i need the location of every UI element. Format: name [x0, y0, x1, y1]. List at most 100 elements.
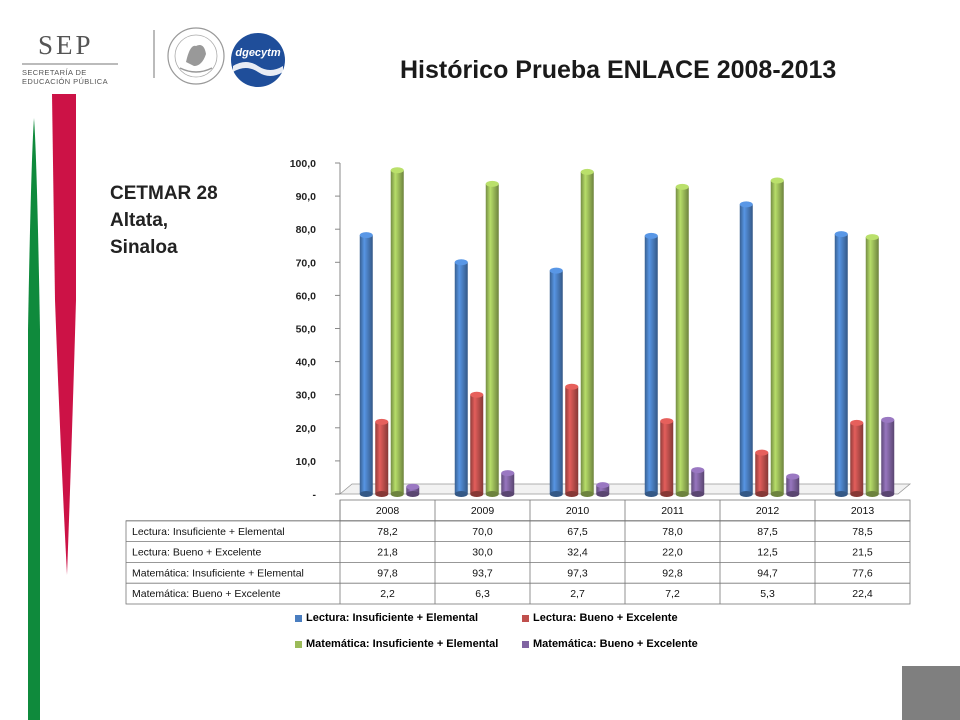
bar [834, 234, 848, 495]
y-tick-label: 90,0 [296, 191, 317, 203]
bar-base [470, 491, 484, 497]
table-value: 70,0 [472, 526, 493, 538]
bar-base [580, 491, 594, 497]
table-value: 94,7 [757, 567, 778, 579]
bar [881, 419, 895, 494]
red-stripe [52, 94, 76, 575]
bar [755, 452, 769, 494]
bar-base [644, 491, 658, 497]
x-category-label: 2009 [471, 505, 495, 517]
bar-base [786, 491, 800, 497]
bar-base [565, 491, 579, 497]
bar-base [501, 491, 515, 497]
bar-base [755, 491, 769, 497]
bar-base [770, 491, 784, 497]
bar [850, 422, 864, 494]
table-value: 2,7 [570, 588, 585, 600]
legend-item-matematica-insuficiente: Matemática: Insuficiente + Elemental [295, 638, 498, 650]
sep-logo-divider [22, 63, 118, 65]
bar [865, 237, 879, 495]
legend-item-lectura-insuficiente: Lectura: Insuficiente + Elemental [295, 612, 478, 624]
bar-top [454, 259, 468, 266]
bar-top [865, 234, 879, 241]
table-value: 78,2 [377, 526, 398, 538]
bar-base [375, 491, 389, 497]
bar-top [390, 167, 404, 174]
bar [596, 485, 610, 494]
chart-floor [338, 483, 912, 495]
table-value: 77,6 [852, 567, 873, 579]
sep-logo-subtitle-2: EDUCACIÓN PÚBLICA [22, 77, 108, 86]
table-value: 30,0 [472, 547, 493, 559]
bar-top [485, 180, 499, 187]
table-value: 22,0 [662, 547, 683, 559]
bar-base [850, 491, 864, 497]
bar-top [549, 267, 563, 274]
bar-top [850, 419, 864, 426]
bar-base [834, 491, 848, 497]
legend-label: Matemática: Insuficiente + Elemental [306, 638, 499, 650]
bar-top [565, 383, 579, 390]
sep-logo-subtitle-1: SECRETARÍA DE [22, 68, 87, 77]
table-value: 67,5 [567, 526, 588, 538]
x-category-label: 2011 [661, 505, 684, 517]
green-stripe [28, 118, 40, 720]
bar-base [359, 491, 373, 497]
bar-base [406, 491, 420, 497]
bar-base [390, 491, 404, 497]
table-value: 32,4 [567, 547, 588, 559]
bar [470, 394, 484, 494]
sep-logo-text: SEP [38, 30, 94, 60]
bar-top [501, 470, 515, 477]
table-value: 97,8 [377, 567, 398, 579]
bar [739, 204, 753, 494]
header-logos: dgecytm [153, 27, 285, 87]
bar [375, 421, 389, 494]
bar-base [881, 491, 895, 497]
bar [549, 270, 563, 494]
bar [660, 421, 674, 494]
table-value: 92,8 [662, 567, 683, 579]
table-value: 78,5 [852, 526, 873, 538]
sep-logo: SEP SECRETARÍA DE EDUCACIÓN PÚBLICA [22, 30, 122, 86]
bar-top [644, 232, 658, 239]
bar [501, 473, 515, 494]
bar-base [675, 491, 689, 497]
mexico-seal-icon [167, 27, 225, 85]
table-row-label: Lectura: Bueno + Excelente [132, 547, 261, 559]
x-category-label: 2013 [851, 505, 875, 517]
bar-top [470, 391, 484, 398]
legend-item-lectura-bueno: Lectura: Bueno + Excelente [522, 612, 678, 624]
x-category-label: 2008 [376, 505, 400, 517]
school-label-line-3: Sinaloa [110, 237, 178, 258]
corner-block [902, 666, 960, 720]
bar-top [881, 416, 895, 423]
bar [406, 486, 420, 494]
table-value: 22,4 [852, 588, 873, 600]
table-value: 93,7 [472, 567, 493, 579]
bar-top [359, 232, 373, 239]
y-tick-label: 40,0 [296, 357, 317, 369]
bar-base [485, 491, 499, 497]
bar-base [691, 491, 705, 497]
bar [485, 183, 499, 494]
bar-top [406, 483, 420, 490]
table-value: 7,2 [665, 588, 680, 600]
legend-swatch-purple [522, 640, 529, 648]
school-label-line-2: Altata, [110, 210, 169, 231]
y-tick-label: - [313, 489, 317, 501]
legend-item-matematica-bueno: Matemática: Bueno + Excelente [522, 638, 698, 650]
bar-top [675, 183, 689, 190]
legend-swatch-green [295, 640, 302, 648]
legend-swatch-red [522, 614, 529, 622]
bar-base [660, 491, 674, 497]
bar-top [691, 467, 705, 474]
y-tick-label: 70,0 [296, 257, 317, 269]
bar-top [660, 418, 674, 425]
bar-base [865, 491, 879, 497]
y-tick-label: 30,0 [296, 390, 317, 402]
bar [644, 235, 658, 494]
legend-swatch-blue [295, 614, 302, 622]
bar [770, 180, 784, 494]
bar-top [739, 201, 753, 208]
